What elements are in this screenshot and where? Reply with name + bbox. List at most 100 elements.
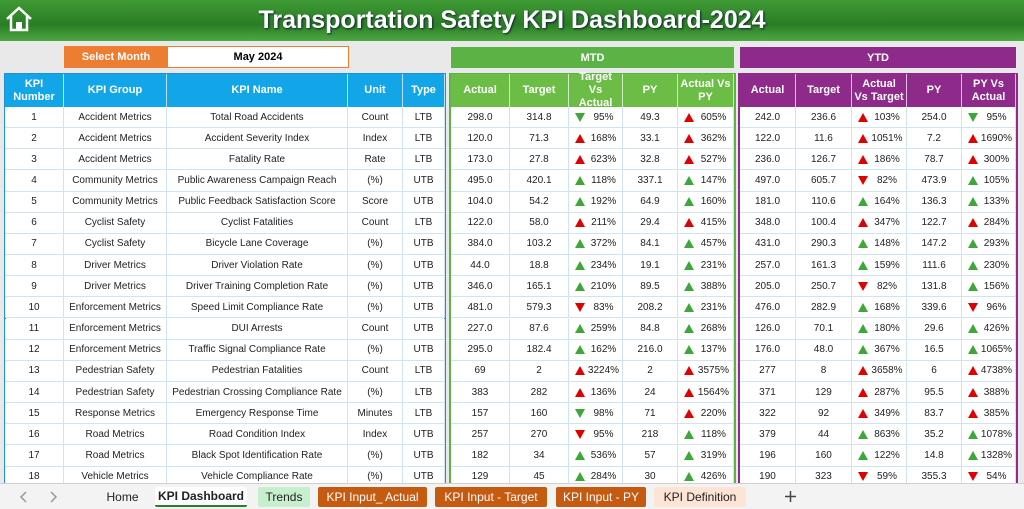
next-sheet[interactable] <box>47 491 59 503</box>
table-cell: 147.2 <box>907 233 962 256</box>
table-cell: (%) <box>348 170 403 192</box>
cell-text: 105% <box>983 175 1010 186</box>
trend-arrow <box>858 133 868 143</box>
cell-text: 1690% <box>980 132 1013 144</box>
month-value[interactable]: May 2024 <box>167 46 349 68</box>
trend-arrow <box>684 218 694 228</box>
table-cell: 147% <box>678 170 734 192</box>
table-cell: 17 <box>5 445 64 467</box>
cell-text: 220% <box>700 407 727 419</box>
table-cell: Bicycle Lane Coverage <box>167 233 348 256</box>
trend-arrow <box>684 260 694 270</box>
table-cell: 476.0 <box>740 297 796 319</box>
cell-text: 1078% <box>980 428 1013 440</box>
sheet-tab[interactable]: KPI Input_ Actual <box>318 487 427 507</box>
trend-arrow <box>684 197 694 207</box>
table-cell: 120.0 <box>451 128 510 150</box>
cell-text: 180% <box>874 323 900 335</box>
table-cell: Score <box>348 191 403 213</box>
cell-text: 605% <box>700 111 727 123</box>
trend-arrow <box>575 408 585 418</box>
trend-arrow <box>684 472 694 482</box>
table-cell: Public Feedback Satisfaction Score <box>167 191 348 213</box>
table-cell: Index <box>348 128 403 150</box>
table-cell: 218 <box>623 424 678 446</box>
table-cell: 457% <box>678 233 734 256</box>
table-cell: Cyclist Fatalities <box>167 212 348 234</box>
table-cell: 64.9 <box>623 191 678 213</box>
table-cell: 24 <box>623 381 678 404</box>
table-cell: Emergency Response Time <box>167 403 348 425</box>
table-cell: Pedestrian Safety <box>64 381 167 404</box>
cell-text: 147% <box>700 175 727 186</box>
table-cell: 290.3 <box>796 233 852 256</box>
cell-text: 82% <box>876 280 897 292</box>
table-cell: 110.6 <box>796 191 852 213</box>
mtd-header: MTD <box>451 47 734 68</box>
cell-text: 1564% <box>697 386 730 398</box>
table-cell: 87.6 <box>510 318 569 340</box>
table-cell: 2 <box>510 360 569 382</box>
table-cell: 57 <box>623 445 678 467</box>
table-cell: 32.8 <box>623 149 678 171</box>
trend-arrow <box>858 429 868 439</box>
trend-arrow <box>575 302 585 312</box>
table-cell: 71 <box>623 403 678 425</box>
table-cell: 385% <box>962 403 1016 425</box>
table-cell: 44 <box>796 424 852 446</box>
table-cell: LTB <box>403 381 445 404</box>
cell-text: 137% <box>700 344 727 356</box>
trend-arrow <box>575 112 585 122</box>
sheet-tab[interactable]: KPI Input - PY <box>556 487 646 507</box>
table-cell: 420.1 <box>510 170 569 192</box>
table-cell: 95% <box>569 107 623 129</box>
trend-arrow <box>684 239 694 249</box>
trend-arrow <box>858 408 868 418</box>
table-cell: 208.2 <box>623 297 678 319</box>
table-cell: 3575% <box>678 360 734 382</box>
ytd-header: YTD <box>740 47 1016 68</box>
table-cell: 348.0 <box>740 212 796 234</box>
sheet-tab[interactable]: Home <box>106 490 139 504</box>
add-sheet[interactable] <box>784 490 797 503</box>
home-icon[interactable] <box>4 5 34 33</box>
table-cell: 349% <box>852 403 907 425</box>
table-cell: 129 <box>796 381 852 404</box>
table-cell: 257 <box>451 424 510 446</box>
sheet-tab[interactable]: KPI Dashboard <box>155 487 247 507</box>
table-cell: 156% <box>962 276 1016 298</box>
table-cell: 148% <box>852 233 907 256</box>
cell-text: 1328% <box>980 449 1013 461</box>
table-cell: 160 <box>796 445 852 467</box>
trend-arrow <box>575 345 585 355</box>
month-label: Select Month <box>64 46 168 68</box>
trend-arrow <box>684 176 694 185</box>
table-cell: 259% <box>569 318 623 340</box>
trend-arrow <box>858 154 868 164</box>
prev-sheet[interactable] <box>18 491 30 503</box>
table-cell: 268% <box>678 318 734 340</box>
table-cell: Enforcement Metrics <box>64 339 167 361</box>
cell-text: 210% <box>590 280 617 292</box>
table-cell: 11.6 <box>796 128 852 150</box>
cell-text: 118% <box>701 428 726 440</box>
table-cell: 371 <box>740 381 796 404</box>
trend-arrow <box>968 450 978 460</box>
table-cell: 89.5 <box>623 276 678 298</box>
cell-text: 162% <box>590 344 617 356</box>
table-cell: LTB <box>403 212 445 234</box>
table-cell: 277 <box>740 360 796 382</box>
trend-arrow <box>968 281 978 291</box>
sheet-tab[interactable]: KPI Definition <box>654 487 746 507</box>
table-cell: Count <box>348 107 403 129</box>
table-cell: 103.2 <box>510 233 569 256</box>
sheet-tab[interactable]: Trends <box>258 487 310 507</box>
table-cell: 29.4 <box>623 212 678 234</box>
table-cell: LTB <box>403 360 445 382</box>
table-cell: 5 <box>5 191 64 213</box>
table-cell: LTB <box>403 149 445 171</box>
trend-arrow <box>858 450 868 460</box>
cell-text: 186% <box>874 153 900 165</box>
sheet-tab[interactable]: KPI Input - Target <box>435 487 547 507</box>
table-cell: 10 <box>5 297 64 319</box>
